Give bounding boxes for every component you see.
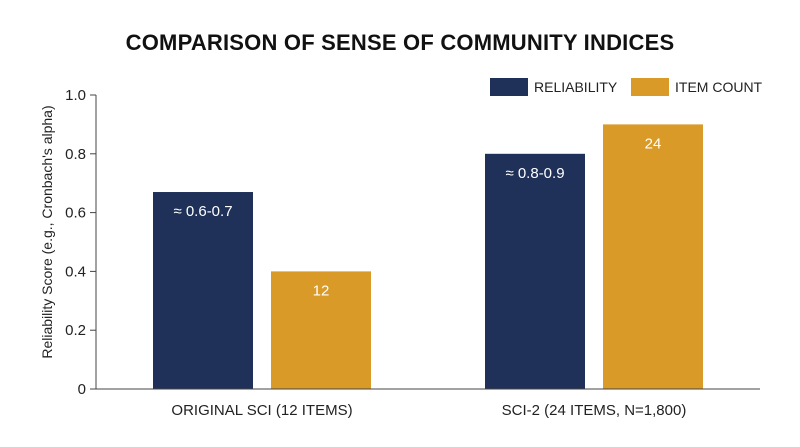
legend: RELIABILITY ITEM COUNT (490, 78, 763, 96)
chart-title: COMPARISON OF SENSE OF COMMUNITY INDICES (125, 30, 675, 55)
y-tick-label: 1.0 (65, 87, 86, 104)
legend-swatch (631, 78, 669, 96)
bar-data-label: 12 (313, 282, 330, 299)
legend-swatch (490, 78, 528, 96)
bar-data-label: ≈ 0.8-0.9 (505, 165, 564, 182)
x-category-label: SCI-2 (24 ITEMS, N=1,800) (502, 402, 687, 419)
bar-reliability (153, 192, 253, 389)
bar-item-count (271, 271, 371, 389)
y-tick-label: 0.6 (65, 205, 86, 222)
bar-data-label: 24 (645, 135, 662, 152)
legend-label: ITEM COUNT (675, 79, 763, 95)
bar-data-label: ≈ 0.6-0.7 (173, 203, 232, 220)
y-axis: 0 0.2 0.4 0.6 0.8 1.0 (65, 87, 97, 398)
bar-item-count (603, 124, 703, 390)
bar-reliability (485, 153, 585, 389)
y-axis-label: Reliability Score (e.g., Cronbach's alph… (39, 105, 55, 358)
y-tick-label: 0.2 (65, 322, 86, 339)
x-axis: ORIGINAL SCI (12 ITEMS) SCI-2 (24 ITEMS, … (96, 388, 760, 419)
bars: ≈ 0.6-0.7 12 ≈ 0.8-0.9 24 (153, 124, 703, 390)
y-tick-label: 0.4 (65, 263, 86, 280)
legend-label: RELIABILITY (534, 79, 618, 95)
y-tick-label: 0.8 (65, 146, 86, 163)
x-category-label: ORIGINAL SCI (12 ITEMS) (171, 402, 352, 419)
y-tick-label: 0 (78, 381, 86, 398)
